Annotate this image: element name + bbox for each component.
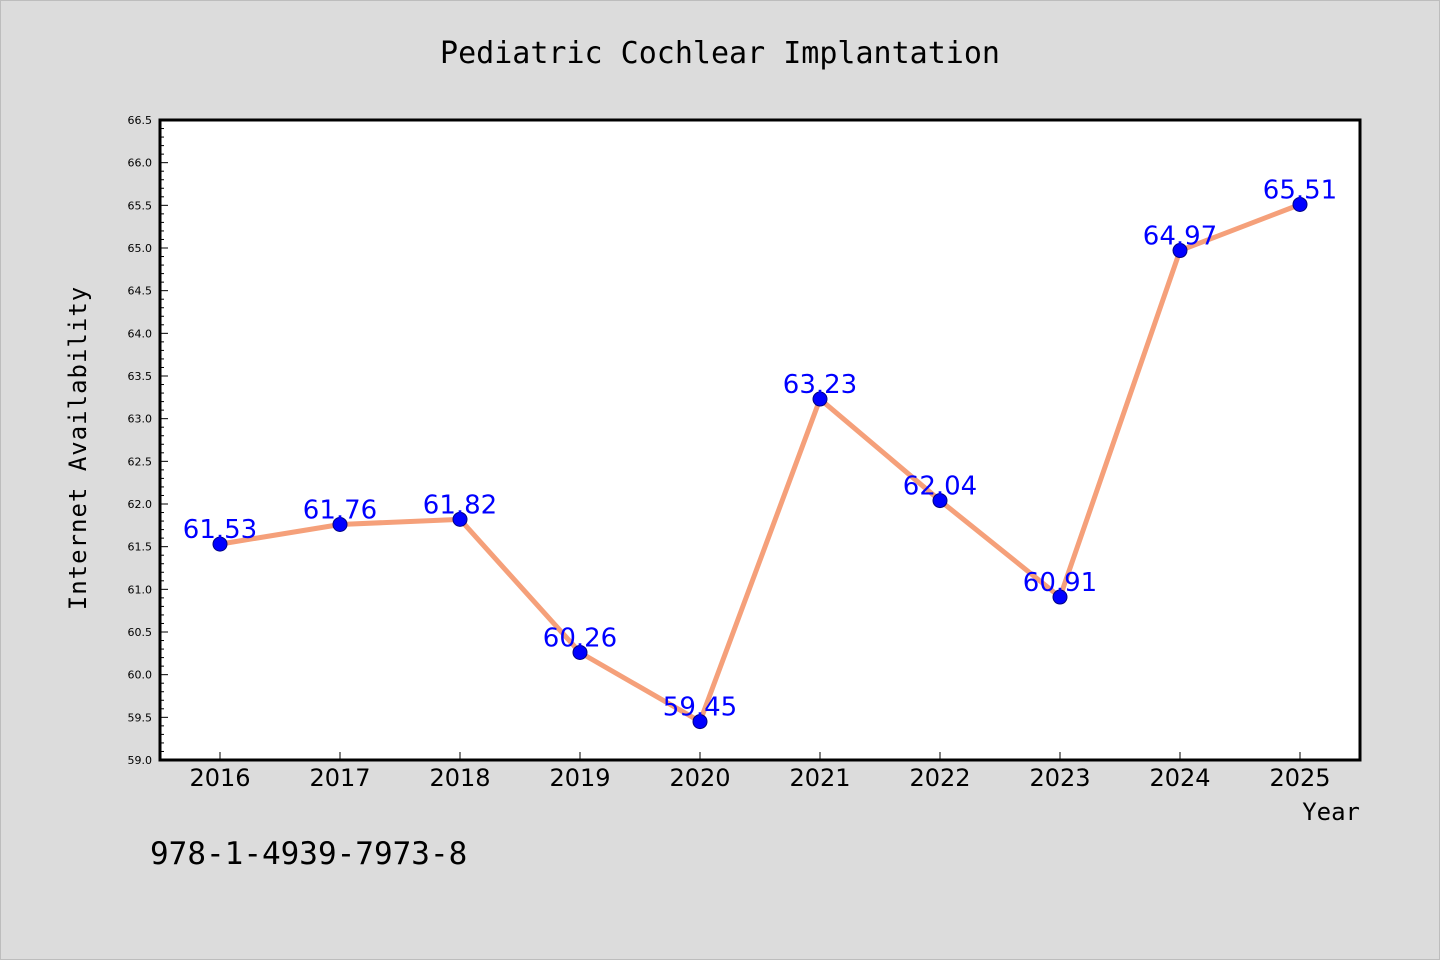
data-label-2023: 60.91 (1023, 568, 1097, 598)
y-tick-label: 60.0 (128, 669, 153, 682)
data-label-2019: 60.26 (543, 623, 617, 653)
data-label-2024: 64.97 (1143, 222, 1217, 252)
x-tick-label: 2019 (549, 764, 610, 792)
chart-title: Pediatric Cochlear Implantation (440, 36, 1000, 71)
data-label-2017: 61.76 (303, 495, 377, 525)
y-tick-label: 64.5 (128, 285, 153, 298)
y-tick-label: 66.0 (128, 157, 153, 170)
x-tick-label: 2016 (189, 764, 250, 792)
data-label-2018: 61.82 (423, 490, 497, 520)
y-axis-label: Internet Availability (64, 286, 92, 610)
plot-border (158, 118, 1362, 762)
data-point-2025 (1292, 196, 1308, 212)
data-label-2016: 61.53 (183, 515, 257, 545)
data-point-2016 (212, 536, 228, 552)
y-tick-label: 60.5 (128, 626, 153, 639)
x-tick-label: 2023 (1029, 764, 1090, 792)
x-tick-label: 2020 (669, 764, 730, 792)
y-tick-label: 59.5 (128, 711, 153, 724)
y-tick-label: 66.5 (128, 114, 153, 127)
x-tick-label: 2017 (309, 764, 370, 792)
series-line (217, 201, 1303, 725)
x-tick-label: 2021 (789, 764, 850, 792)
x-axis: 2016 2017 2018 2019 2020 2021 2022 2023 2024 2025 (189, 752, 1331, 792)
y-tick-label: 65.0 (128, 242, 153, 255)
y-tick-label: 63.0 (128, 413, 153, 426)
y-tick-label: 63.5 (128, 370, 153, 383)
y-tick-label: 64.0 (128, 327, 153, 340)
isbn-annotation: 978-1-4939-7973-8 (150, 836, 467, 872)
x-tick-label: 2018 (429, 764, 490, 792)
plot-area (160, 120, 1360, 760)
data-label-2021: 63.23 (783, 370, 857, 400)
data-labels: 61.53 61.76 61.82 60.26 59.45 63.23 62.04 60.91… (183, 175, 1337, 722)
y-tick-label: 65.5 (128, 199, 153, 212)
y-tick-label: 59.0 (128, 754, 153, 767)
data-points (212, 196, 1308, 730)
data-point-2020 (692, 714, 708, 730)
data-point-2021 (812, 391, 828, 407)
y-tick-label: 62.5 (128, 455, 153, 468)
data-point-2024 (1172, 243, 1188, 259)
data-label-2022: 62.04 (903, 472, 977, 502)
data-point-2018 (452, 511, 468, 527)
data-point-2023 (1052, 589, 1068, 605)
data-point-2022 (932, 493, 948, 509)
data-point-2017 (332, 516, 348, 532)
x-axis-label: Year (1302, 798, 1360, 826)
data-point-2019 (572, 644, 588, 660)
y-tick-label: 61.0 (128, 583, 153, 596)
x-tick-label: 2025 (1269, 764, 1330, 792)
data-label-2020: 59.45 (663, 693, 737, 723)
x-tick-label: 2024 (1149, 764, 1210, 792)
y-tick-label: 62.0 (128, 498, 153, 511)
x-tick-label: 2022 (909, 764, 970, 792)
data-label-2025: 65.51 (1263, 175, 1337, 205)
y-tick-label: 61.5 (128, 541, 153, 554)
